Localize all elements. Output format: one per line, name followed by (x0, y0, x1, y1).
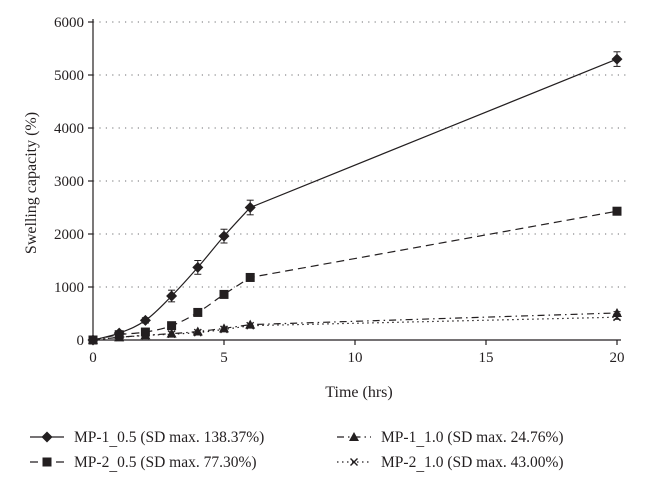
data-point (141, 331, 150, 340)
data-point (218, 230, 230, 242)
y-tick-label: 1000 (54, 280, 84, 296)
data-point (115, 333, 124, 342)
series-2 (88, 206, 622, 345)
legend-label: MP-1_1.0 (SD max. 24.76%) (381, 429, 564, 449)
legend-label: MP-1_0.5 (SD max. 138.37%) (74, 429, 264, 449)
data-point (139, 314, 151, 326)
legend-marker (42, 457, 52, 467)
x-marker-stroke (167, 330, 176, 339)
x-marker-stroke (350, 458, 358, 466)
x-marker-stroke (89, 336, 97, 344)
legend: MP-1_0.5 (SD max. 138.37%) MP-1_1.0 (SD m… (30, 429, 564, 474)
legend-marker (349, 432, 359, 441)
series-line (92, 210, 618, 341)
data-point (219, 323, 229, 333)
x-tick-labels: 0 5 10 15 20 (89, 350, 624, 366)
data-point (613, 313, 621, 322)
y-tick-label: 2000 (54, 227, 84, 243)
legend-label: MP-2_1.0 (SD max. 43.00%) (381, 454, 564, 474)
legend-label: MP-2_0.5 (SD max. 77.30%) (74, 454, 257, 474)
x-marker-stroke (193, 328, 202, 337)
y-axis-title: Swelling capacity (%) (23, 112, 40, 254)
y-tick-label: 3000 (54, 174, 84, 190)
data-point (89, 336, 97, 344)
legend-item: MP-1_1.0 (SD max. 24.76%) (337, 429, 564, 449)
data-point (219, 289, 229, 299)
data-point (167, 321, 177, 331)
x-marker-stroke (613, 313, 621, 322)
x-marker-stroke (246, 321, 255, 330)
y-tick-label: 4000 (54, 121, 84, 137)
x-marker-stroke (220, 325, 228, 334)
plot-area (87, 51, 623, 346)
data-point (193, 328, 202, 337)
y-tick-labels: 0 1000 2000 3000 4000 5000 6000 (54, 15, 84, 349)
data-point (166, 290, 178, 302)
data-point (611, 53, 623, 65)
data-point (245, 272, 255, 282)
x-tick-label: 20 (610, 350, 625, 366)
x-tick-label: 5 (220, 350, 228, 366)
y-tick-label: 5000 (54, 68, 84, 84)
data-point (244, 202, 256, 213)
y-tick-label: 0 (77, 333, 85, 349)
data-point (167, 330, 176, 339)
y-tick-label: 6000 (54, 15, 84, 31)
data-point (193, 307, 203, 317)
tick-marks (88, 21, 618, 345)
data-point (612, 206, 622, 216)
gridlines (93, 21, 627, 288)
data-point (166, 328, 177, 338)
data-point (192, 326, 203, 336)
x-tick-label: 15 (479, 350, 494, 366)
series-4 (89, 313, 621, 344)
x-tick-label: 10 (348, 350, 363, 366)
x-marker-stroke (115, 333, 124, 342)
legend-item: MP-2_0.5 (SD max. 77.30%) (30, 454, 257, 474)
x-marker-stroke (141, 331, 150, 340)
legend-marker (350, 458, 358, 466)
x-axis-title: Time (hrs) (325, 384, 392, 401)
x-tick-label: 0 (89, 350, 97, 366)
data-point (192, 261, 204, 273)
data-point (245, 319, 256, 329)
data-point (220, 325, 228, 334)
series-1 (87, 51, 623, 346)
legend-item: MP-1_0.5 (SD max. 138.37%) (30, 429, 264, 449)
legend-item: MP-2_1.0 (SD max. 43.00%) (337, 454, 564, 474)
data-point (246, 321, 255, 330)
legend-marker (41, 431, 53, 443)
